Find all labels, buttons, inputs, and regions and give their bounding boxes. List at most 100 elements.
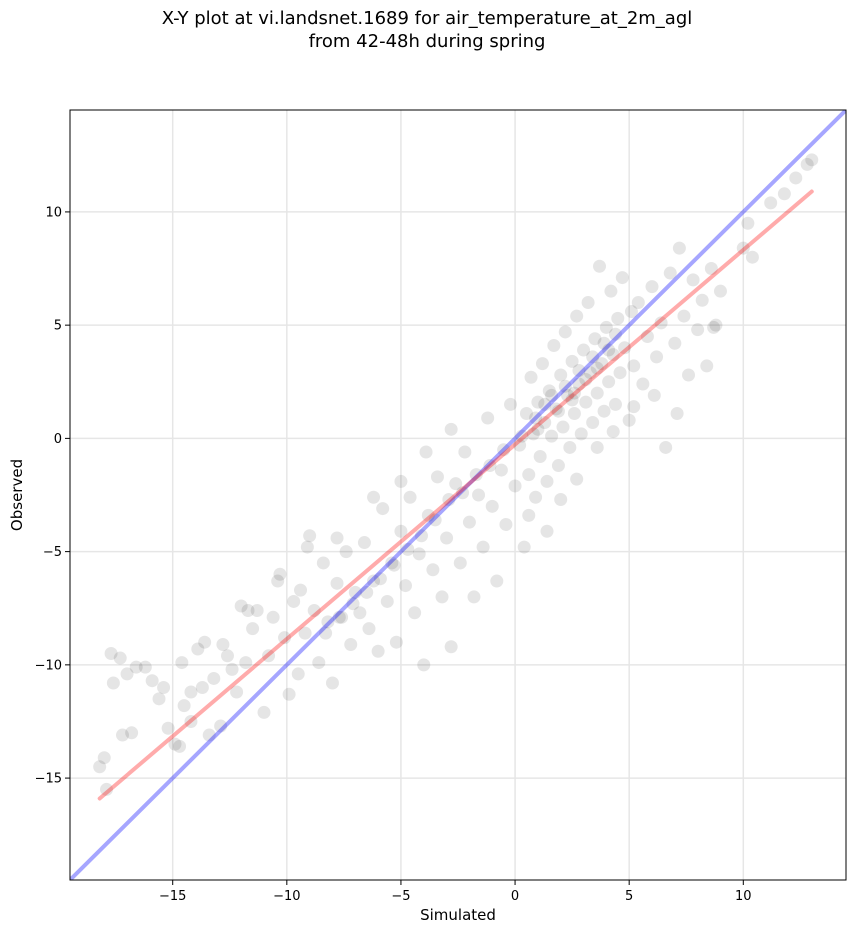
data-point [588,332,602,346]
x-tick-label: 10 [735,889,752,904]
data-point [668,336,682,350]
data-point [713,284,727,298]
data-point [777,187,791,201]
data-point [551,404,565,418]
data-point [590,440,604,454]
data-point [339,545,353,559]
data-point [483,459,497,473]
data-point [298,626,312,640]
data-point [551,459,565,473]
y-axis-ticks: −15 −10 −5 0 5 10 [35,205,70,787]
data-point [709,318,723,332]
data-point [184,714,198,728]
data-point [503,397,517,411]
data-point [332,610,346,624]
data-point [647,388,661,402]
data-point [412,547,426,561]
data-point [579,373,593,386]
data-point [745,250,759,264]
plot-frame [69,109,847,881]
data-point [670,406,684,420]
data-point [129,660,143,674]
data-point [380,594,394,608]
data-point [291,667,305,681]
data-point [394,474,408,488]
data-point [519,406,533,420]
data-point [273,567,287,581]
data-point [570,472,584,486]
data-point [401,542,415,556]
data-point [408,606,422,620]
data-point [789,171,803,185]
data-point [312,656,326,670]
data-point [595,357,609,371]
data-point [394,524,408,538]
data-point [106,676,120,690]
data-point [467,590,481,604]
data-point [636,377,650,391]
data-point [654,316,668,330]
data-point [262,649,276,663]
data-point [472,488,486,502]
data-point [344,637,358,651]
data-point [508,479,522,493]
data-point [449,477,463,491]
y-tick-label: −15 [35,772,62,787]
data-point [522,508,536,522]
data-point [428,513,442,527]
data-point [321,615,335,629]
data-point [565,354,579,368]
data-point [659,440,673,454]
data-point [173,739,187,753]
data-point [540,524,554,538]
data-point [246,622,260,636]
data-point [191,642,205,656]
data-point [622,413,636,427]
data-point [741,216,755,230]
data-point [202,728,216,742]
data-point [490,574,504,588]
data-point [353,606,367,620]
x-tick-label: 0 [511,889,519,904]
data-point [535,357,549,371]
data-point [565,393,579,407]
x-tick-label: −10 [273,889,300,904]
data-point [663,266,677,280]
data-point [300,540,314,554]
regression-line [97,189,814,801]
data-point [157,681,171,694]
data-point [307,604,321,617]
data-point [325,676,339,690]
data-point [613,366,627,380]
data-point [574,427,588,441]
data-point [572,377,586,391]
data-point [271,574,285,588]
data-point [533,450,547,463]
data-point [700,359,714,373]
data-point [120,667,134,681]
data-point [567,386,581,400]
x-axis-ticks: −15 −10 −5 0 5 10 [159,880,752,904]
data-point [704,262,718,276]
data-point [115,728,129,742]
data-point [184,685,198,699]
data-point [198,635,212,649]
data-point [419,445,433,459]
data-point [389,635,403,649]
data-point [499,517,513,531]
data-point [430,470,444,484]
data-point [367,574,381,588]
data-point [538,397,552,411]
data-point [376,502,390,516]
data-point [556,420,570,434]
scatter-points [93,153,819,796]
data-point [426,563,440,577]
x-tick-label: 5 [625,889,633,904]
data-point [225,662,239,676]
x-axis-label: Simulated [420,906,496,924]
data-point [682,368,696,382]
data-point [597,404,611,418]
data-point [220,649,234,663]
data-point [577,343,591,357]
